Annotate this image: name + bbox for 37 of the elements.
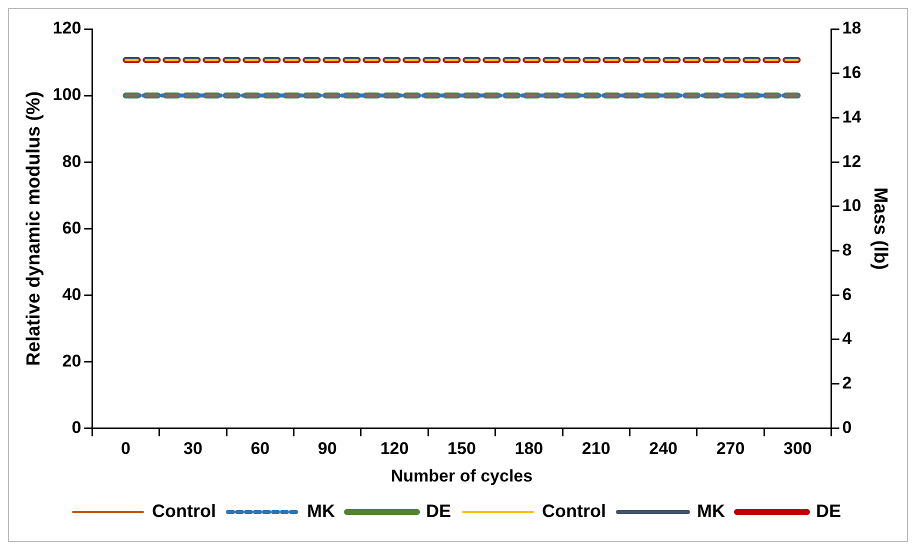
legend-label: MK	[307, 500, 335, 521]
x-tick-label: 210	[582, 439, 610, 458]
y-tick-label: 100	[52, 85, 82, 104]
legend-label: MK	[696, 500, 725, 521]
y2-tick-label: 0	[842, 418, 852, 437]
x-tick-label: 270	[716, 439, 745, 458]
y-tick-label: 0	[72, 418, 82, 437]
x-tick-label: 60	[250, 439, 270, 458]
x-tick-label: 30	[183, 439, 202, 458]
y2-axis-title: Mass (lb)	[869, 187, 890, 270]
y2-tick-label: 18	[842, 18, 862, 38]
legend-label: Control	[542, 500, 606, 521]
legend-label: DE	[426, 500, 452, 521]
x-tick-label: 300	[784, 439, 812, 458]
x-axis-title: Number of cycles	[390, 466, 533, 486]
y2-tick-label: 6	[842, 284, 852, 304]
y2-tick-label: 12	[842, 152, 862, 171]
x-tick-label: 180	[514, 439, 544, 458]
legend-label: DE	[816, 500, 841, 521]
y-tick-label: 120	[52, 18, 82, 38]
y2-tick-label: 14	[842, 107, 862, 126]
x-tick-label: 240	[649, 439, 678, 458]
y-tick-label: 80	[62, 152, 82, 171]
y-tick-label: 40	[62, 284, 82, 304]
y2-tick-label: 16	[842, 63, 862, 82]
y-axis-title: Relative dynamic modulus (%)	[24, 91, 45, 366]
y2-tick-label: 2	[842, 374, 852, 393]
y2-tick-label: 4	[842, 329, 852, 348]
y2-tick-label: 10	[842, 196, 862, 216]
y2-tick-label: 8	[842, 240, 852, 260]
x-tick-label: 120	[380, 439, 409, 458]
x-tick-label: 90	[318, 439, 337, 458]
legend-label: Control	[152, 500, 216, 521]
y-tick-label: 20	[62, 351, 82, 370]
x-tick-label: 0	[121, 439, 130, 458]
y-tick-label: 60	[62, 218, 82, 238]
x-tick-label: 150	[448, 439, 476, 458]
